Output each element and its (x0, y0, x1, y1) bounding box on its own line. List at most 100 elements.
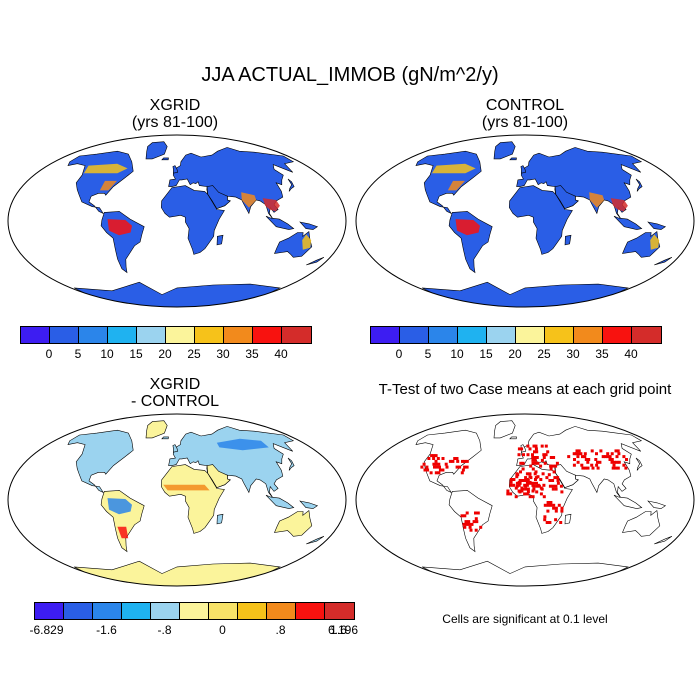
significant-cell (515, 475, 519, 479)
significant-cell (591, 466, 595, 470)
significant-cell (520, 486, 524, 490)
colorbar-label: 20 (508, 347, 522, 361)
significant-cell (441, 468, 445, 472)
significant-cell (552, 506, 556, 510)
significant-cell (461, 459, 464, 463)
significant-cell (544, 444, 548, 448)
significant-cell (434, 459, 438, 463)
significant-cell (559, 521, 563, 524)
map-control (355, 134, 695, 308)
significant-cell (451, 459, 455, 463)
region-south-asia (241, 192, 257, 208)
significant-cell (525, 478, 529, 481)
colorbar-label: -1.6 (96, 623, 117, 637)
significant-cell (543, 515, 547, 519)
colorbar-swatch (267, 603, 296, 619)
significant-cell (544, 453, 548, 457)
region-argentina (117, 526, 129, 539)
colorbar-label: 25 (537, 347, 551, 361)
significant-cell (614, 466, 618, 470)
landmass-greenland (493, 420, 516, 439)
colorbar-swatch (180, 603, 209, 619)
colorbar-label: 10 (450, 347, 464, 361)
ocean (356, 135, 694, 307)
significant-cell (542, 456, 546, 459)
significant-cell (438, 468, 442, 472)
significant-cell (587, 458, 591, 461)
significant-cell (596, 460, 599, 464)
significant-cell (532, 444, 536, 448)
significant-cell (520, 447, 524, 451)
significant-cell (625, 458, 628, 461)
significant-cell (552, 470, 556, 474)
landmass-japan (287, 178, 295, 192)
significant-cell (533, 456, 537, 459)
significant-cell (524, 479, 528, 482)
significant-cell (464, 520, 468, 524)
landmass-australia (622, 230, 661, 258)
significant-cell (601, 455, 605, 459)
significant-cell (437, 462, 441, 466)
significant-cell (575, 449, 579, 453)
significant-cell (535, 481, 538, 485)
colorbar-labels: 0 5 10 15 20 25 30 35 40 (20, 344, 310, 361)
colorbar-swatch (487, 327, 516, 343)
significant-cell (429, 471, 433, 475)
significant-cell (545, 521, 549, 524)
colorbar-swatches (370, 326, 662, 344)
landmass-iceland (509, 436, 517, 440)
panel-title-line1: CONTROL (485, 97, 565, 114)
significant-cell (542, 483, 546, 487)
colorbar-swatch (79, 327, 108, 343)
significant-cell (549, 464, 553, 468)
significant-cell (549, 501, 553, 504)
significant-cell (534, 470, 538, 474)
colorbar-label: 15 (129, 347, 143, 361)
landmass-iceland (161, 436, 169, 440)
landmass-japan (287, 457, 295, 471)
significant-cell (512, 478, 516, 481)
significant-cell (461, 468, 465, 472)
significant-cell (531, 458, 535, 462)
panel-title-xgrid: XGRID (yrs 81-100) (60, 97, 290, 131)
significant-cell (525, 472, 529, 476)
significant-cell (541, 472, 545, 476)
significant-cell (552, 503, 556, 507)
significant-cell (506, 492, 510, 496)
significant-cell (430, 454, 434, 458)
significant-cell (445, 465, 449, 469)
map-border (7, 134, 347, 308)
region-amazon (455, 219, 480, 236)
landmass-nz (306, 257, 325, 266)
significant-cell (515, 481, 519, 485)
significant-cell (509, 478, 513, 481)
significant-cell (579, 452, 583, 456)
significant-cell (525, 480, 529, 484)
colorbar-label: -6.829 (29, 623, 64, 637)
significant-cell (469, 528, 473, 532)
colorbar-label: -.8 (157, 623, 172, 637)
significant-cell (528, 475, 532, 479)
significant-cell (551, 479, 555, 482)
significant-cell (531, 489, 535, 493)
significant-cell (606, 455, 610, 459)
landmass-png (647, 221, 667, 230)
significant-cell (526, 487, 530, 491)
significant-cell (463, 465, 467, 469)
significant-cell (552, 456, 556, 459)
region-boreal-belt (431, 163, 476, 174)
significant-cell (509, 492, 513, 496)
landmass-arabia-fill (206, 464, 231, 488)
significant-cell (460, 514, 464, 518)
landmass-uk (172, 444, 179, 453)
significant-cell (581, 455, 584, 459)
significant-cell (576, 455, 580, 459)
significant-cell (426, 468, 430, 472)
significance-note: Cells are significant at 0.1 level (442, 612, 608, 626)
significant-cell (577, 452, 581, 456)
significant-cell (531, 453, 534, 457)
map-difference (7, 413, 347, 587)
significant-cell (441, 457, 445, 460)
ocean (8, 135, 346, 307)
landmass-north-america (415, 429, 482, 494)
